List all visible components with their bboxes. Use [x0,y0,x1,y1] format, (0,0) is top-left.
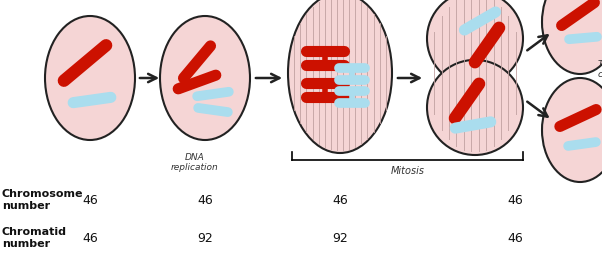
Ellipse shape [427,0,523,86]
Text: 46: 46 [332,193,348,206]
Text: 46: 46 [82,193,98,206]
Text: 46: 46 [507,193,523,206]
Ellipse shape [542,0,602,74]
Text: Two diploid
cells: Two diploid cells [598,60,602,79]
Ellipse shape [542,78,602,182]
Text: DNA
replication: DNA replication [171,153,219,172]
Ellipse shape [288,0,392,153]
Text: Chromosome
number: Chromosome number [2,189,84,211]
Text: 92: 92 [197,231,213,245]
Text: 92: 92 [332,231,348,245]
Ellipse shape [160,16,250,140]
Text: 46: 46 [507,231,523,245]
Ellipse shape [45,16,135,140]
Ellipse shape [427,60,523,155]
Text: 46: 46 [197,193,213,206]
Text: 46: 46 [82,231,98,245]
Text: Chromatid
number: Chromatid number [2,227,67,249]
Text: Mitosis: Mitosis [391,166,424,176]
